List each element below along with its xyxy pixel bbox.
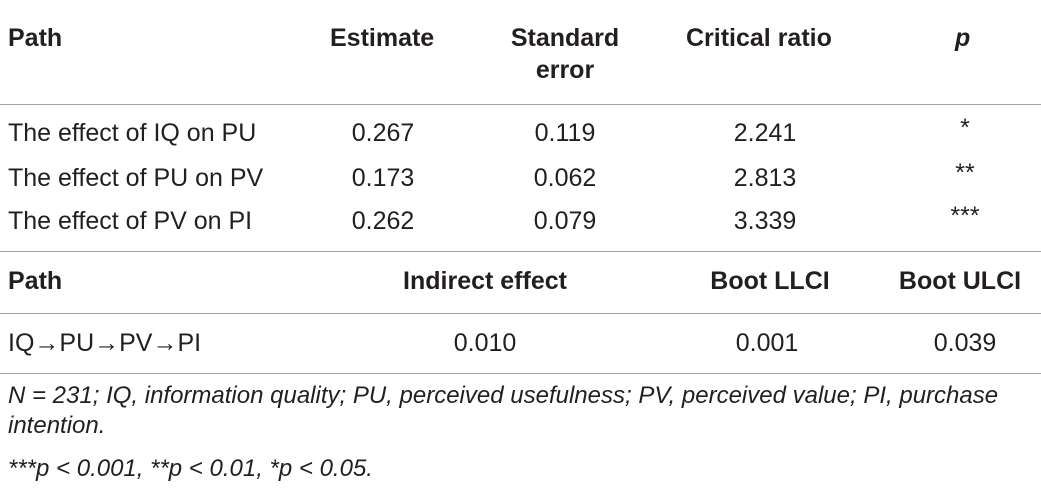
row1-p: * (960, 114, 970, 142)
header-standard-error: Standard error (490, 22, 640, 86)
row1-estimate: 0.267 (351, 119, 415, 147)
table2-row1-llci: 0.001 (735, 329, 799, 357)
header2-path: Path (8, 267, 63, 295)
header-critical-ratio: Critical ratio (686, 24, 832, 52)
rule-top (0, 104, 1041, 105)
row3-path: The effect of PV on PI (8, 207, 253, 235)
row3-cr: 3.339 (733, 207, 797, 235)
rule-bottom (0, 373, 1041, 374)
header-path: Path (8, 24, 63, 52)
header-standard-error-line2: error (535, 56, 595, 84)
header2-boot-llci: Boot LLCI (710, 267, 830, 295)
header2-indirect-effect: Indirect effect (403, 267, 567, 295)
table-note-abbreviations: N = 231; IQ, information quality; PU, pe… (8, 382, 999, 439)
header-standard-error-line1: Standard (510, 24, 620, 52)
row3-se: 0.079 (533, 207, 597, 235)
row3-estimate: 0.262 (351, 207, 415, 235)
row2-cr: 2.813 (733, 164, 797, 192)
row2-se: 0.062 (533, 164, 597, 192)
row2-p: ** (955, 159, 975, 187)
row1-path: The effect of IQ on PU (8, 119, 257, 147)
header2-boot-ulci: Boot ULCI (898, 267, 1022, 295)
rule-mid (0, 251, 1041, 252)
row2-path: The effect of PU on PV (8, 164, 264, 192)
row2-estimate: 0.173 (351, 164, 415, 192)
table-note-significance: ***p < 0.001, **p < 0.01, *p < 0.05. (8, 455, 373, 482)
table2-row1-ulci: 0.039 (933, 329, 997, 357)
header-estimate: Estimate (330, 24, 435, 52)
row1-cr: 2.241 (733, 119, 797, 147)
row3-p: *** (950, 202, 980, 230)
table2-row1-path: IQ→PU→PV→PI (8, 329, 202, 357)
table2-row1-indirect: 0.010 (453, 329, 517, 357)
row1-se: 0.119 (534, 119, 596, 147)
rule-mid2 (0, 313, 1041, 314)
header-p: p (955, 24, 971, 52)
